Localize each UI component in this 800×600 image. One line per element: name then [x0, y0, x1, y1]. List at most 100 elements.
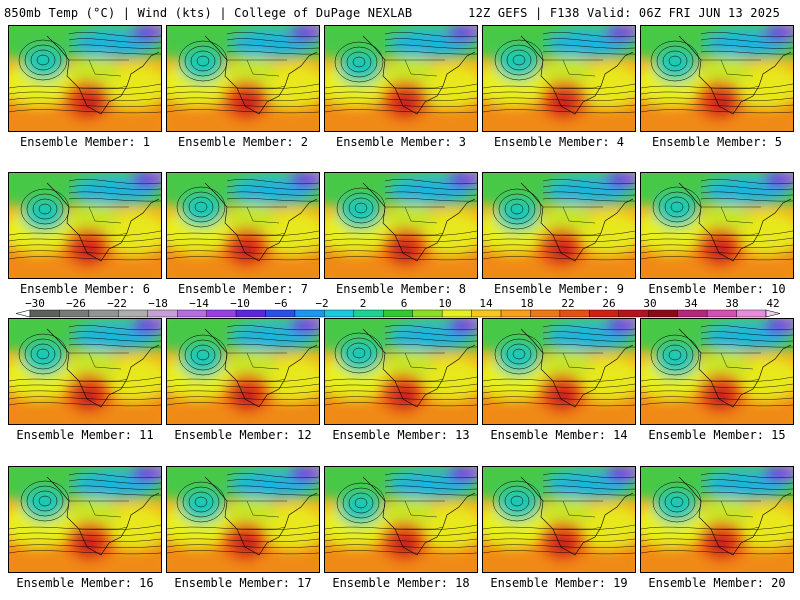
ensemble-member-label: Ensemble Member: 8 [335, 282, 467, 296]
ensemble-member-label: Ensemble Member: 2 [177, 135, 309, 149]
colorbar-bin [618, 309, 649, 318]
colorbar-bin [147, 309, 178, 318]
colorbar-bin [294, 309, 325, 318]
temperature-map [9, 467, 161, 572]
colorbar-tick-label: −10 [230, 297, 250, 310]
ensemble-member-map [640, 466, 794, 573]
ensemble-member-label: Ensemble Member: 3 [335, 135, 467, 149]
ensemble-member-label: Ensemble Member: 16 [16, 576, 154, 590]
temperature-map [641, 319, 793, 424]
temperature-map [167, 173, 319, 278]
colorbar-bin [206, 309, 237, 318]
ensemble-member-map [324, 25, 478, 132]
temperature-colorbar [15, 309, 781, 318]
colorbar-bin [559, 309, 590, 318]
colorbar-tick-label: 38 [725, 297, 739, 310]
colorbar-bin [677, 309, 708, 318]
ensemble-member-map [482, 466, 636, 573]
temperature-map [167, 26, 319, 131]
colorbar-bin [29, 309, 60, 318]
temperature-map [325, 26, 477, 131]
ensemble-member-label: Ensemble Member: 11 [16, 428, 154, 442]
ensemble-member-map [482, 25, 636, 132]
colorbar-bin [706, 309, 737, 318]
colorbar-tick-label: 30 [643, 297, 657, 310]
colorbar-bin [530, 309, 561, 318]
colorbar-tick-label: 42 [766, 297, 780, 310]
colorbar-bin [736, 309, 767, 318]
ensemble-member-label: Ensemble Member: 19 [490, 576, 628, 590]
colorbar-tick-label: 10 [438, 297, 452, 310]
temperature-map [325, 173, 477, 278]
colorbar-bin [265, 309, 296, 318]
ensemble-member-map [324, 172, 478, 279]
ensemble-member-map [640, 172, 794, 279]
temperature-map [641, 173, 793, 278]
temperature-map [325, 319, 477, 424]
ensemble-member-map [166, 25, 320, 132]
colorbar-tick-label: 2 [359, 297, 367, 310]
colorbar-tick-label: −18 [148, 297, 168, 310]
colorbar-tick-label: 14 [479, 297, 493, 310]
colorbar-bin [324, 309, 355, 318]
temperature-map [641, 26, 793, 131]
colorbar-bin [412, 309, 443, 318]
colorbar-tick-label: −6 [274, 297, 288, 310]
ensemble-member-map [8, 25, 162, 132]
temperature-map [483, 26, 635, 131]
ensemble-member-map [8, 172, 162, 279]
colorbar-bin [441, 309, 472, 318]
temperature-map [641, 467, 793, 572]
colorbar-bin [383, 309, 413, 318]
ensemble-member-map [482, 318, 636, 425]
colorbar-tick-label: −14 [189, 297, 209, 310]
ensemble-member-map [8, 466, 162, 573]
ensemble-member-map [640, 25, 794, 132]
colorbar-tick-label: 6 [400, 297, 408, 310]
ensemble-member-label: Ensemble Member: 14 [490, 428, 628, 442]
temperature-map [167, 319, 319, 424]
ensemble-member-label: Ensemble Member: 5 [651, 135, 783, 149]
ensemble-member-label: Ensemble Member: 4 [493, 135, 625, 149]
temperature-map [9, 26, 161, 131]
colorbar-bin [235, 309, 266, 318]
colorbar-bin [589, 309, 619, 318]
colorbar-bin [500, 309, 531, 318]
ensemble-member-map [8, 318, 162, 425]
ensemble-member-label: Ensemble Member: 1 [19, 135, 151, 149]
temperature-map [325, 467, 477, 572]
colorbar-bin [59, 309, 90, 318]
ensemble-member-map [166, 318, 320, 425]
temperature-map [483, 319, 635, 424]
colorbar-bin [176, 309, 207, 318]
temperature-map [9, 319, 161, 424]
ensemble-member-label: Ensemble Member: 18 [332, 576, 470, 590]
colorbar-tick-label: 34 [684, 297, 698, 310]
temperature-map [167, 467, 319, 572]
temperature-map [483, 467, 635, 572]
ensemble-member-label: Ensemble Member: 7 [177, 282, 309, 296]
ensemble-member-map [482, 172, 636, 279]
ensemble-member-map [324, 466, 478, 573]
ensemble-member-map [324, 318, 478, 425]
ensemble-member-label: Ensemble Member: 13 [332, 428, 470, 442]
colorbar-bin [648, 309, 678, 318]
colorbar-bin [88, 309, 119, 318]
ensemble-member-label: Ensemble Member: 17 [174, 576, 312, 590]
ensemble-member-label: Ensemble Member: 6 [19, 282, 151, 296]
colorbar-tick-label: −30 [25, 297, 45, 310]
ensemble-member-label: Ensemble Member: 15 [648, 428, 786, 442]
temperature-map [483, 173, 635, 278]
ensemble-member-label: Ensemble Member: 9 [493, 282, 625, 296]
colorbar-tick-label: −2 [315, 297, 329, 310]
colorbar-bin [353, 309, 384, 318]
colorbar-tick-label: −26 [66, 297, 86, 310]
colorbar-tick-label: 18 [520, 297, 534, 310]
ensemble-member-map [166, 172, 320, 279]
ensemble-member-map [166, 466, 320, 573]
model-run-info: 12Z GEFS | F138 Valid: 06Z FRI JUN 13 20… [468, 6, 780, 20]
colorbar-bin [471, 309, 502, 318]
ensemble-member-label: Ensemble Member: 20 [648, 576, 786, 590]
chart-title: 850mb Temp (°C) | Wind (kts) | College o… [4, 6, 413, 20]
colorbar-tick-label: −22 [107, 297, 127, 310]
